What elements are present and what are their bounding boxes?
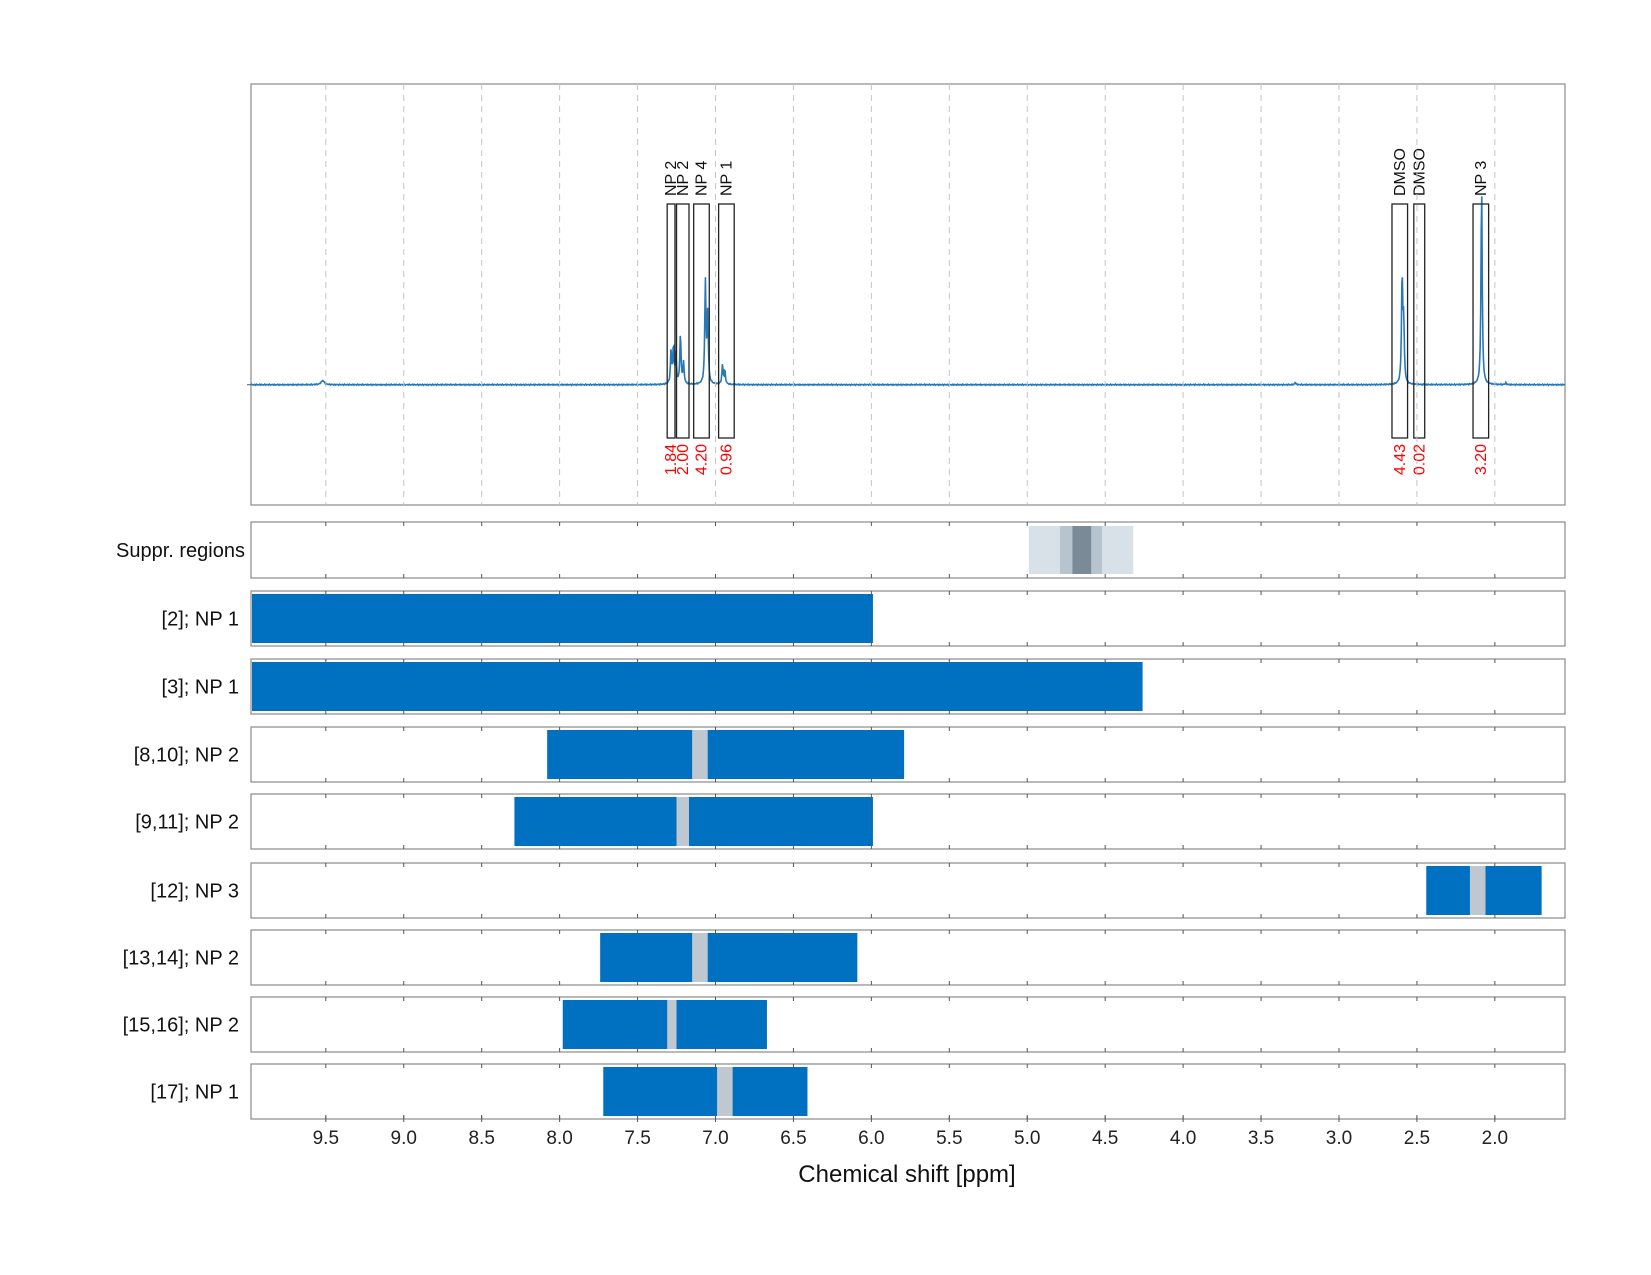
x-tick-label: 4.5 [1092,1128,1118,1149]
x-tick-label: 9.0 [391,1128,417,1149]
suppr-band [1072,526,1092,574]
peak-box [675,203,690,439]
x-tick-label: 4.0 [1170,1128,1196,1149]
region-row: [3]; NP 1 [162,658,1566,715]
region-row: [15,16]; NP 2 [123,996,1566,1053]
suppr-label: Suppr. regions [116,540,245,562]
row-label: [12]; NP 3 [150,881,239,903]
region-gap [667,1000,677,1049]
row-frame [250,726,1566,783]
x-tick-label: 3.0 [1326,1128,1352,1149]
spectrum-panel: NP 2 1.84 NP 2 2.00 NP 4 4.20 NP 1 0.96 DMSO 4.43… [247,83,1566,506]
region-bar [600,933,858,982]
peak-box [1472,203,1490,439]
x-tick-label: 5.5 [936,1128,962,1149]
region-row: [2]; NP 1 [162,590,1566,647]
spectrum-line [250,196,1566,387]
row-frame [250,1063,1566,1120]
integral-label: 4.20 [693,444,710,475]
row-label: [2]; NP 1 [162,609,239,631]
peak-label: DMSO [1411,148,1428,196]
suppression-panel: Suppr. regions [116,521,1566,579]
row-frame [250,793,1566,850]
integral-label: 3.20 [1473,444,1490,475]
row-frame [250,862,1566,919]
region-bar [252,594,873,643]
peak-box [666,203,676,439]
peak-label: NP 3 [1473,161,1490,196]
peak-label: DMSO [1392,148,1409,196]
region-bar [562,1000,767,1049]
x-tick-label: 2.0 [1482,1128,1508,1149]
x-tick-label: 8.0 [546,1128,572,1149]
row-label: [8,10]; NP 2 [134,745,239,767]
row-label: [9,11]; NP 2 [135,812,239,834]
peak-box [717,203,735,439]
peak-label: NP 1 [718,161,735,196]
x-tick-label: 5.0 [1014,1128,1040,1149]
peak-label: NP 4 [693,161,710,196]
region-row: [9,11]; NP 2 [135,793,1566,850]
region-row: [8,10]; NP 2 [134,726,1566,783]
grid-lines [325,84,1496,505]
region-bar [547,730,905,779]
peak-box [1391,203,1409,439]
region-bar [252,662,1143,711]
x-tick-label: 8.5 [468,1128,494,1149]
x-tick-label: 3.5 [1248,1128,1274,1149]
region-gap [692,933,708,982]
region-row: [17]; NP 1 [150,1063,1566,1120]
region-bar [603,1067,808,1116]
region-gap [717,1067,733,1116]
peak-box [1413,203,1426,439]
row-frame [250,929,1566,986]
spectrum-frame [250,83,1566,506]
x-tick-label: 2.5 [1404,1128,1430,1149]
suppr-frame [250,521,1566,579]
x-tick-label: 6.0 [858,1128,884,1149]
row-label: [13,14]; NP 2 [123,948,239,970]
integral-label: 1.84 [663,444,680,475]
x-tick-label: 9.5 [313,1128,339,1149]
integral-label: 4.43 [1392,444,1409,475]
region-gap [676,797,689,846]
row-label: [3]; NP 1 [162,677,239,699]
x-axis-title: Chemical shift [ppm] [798,1161,1015,1188]
integral-label: 0.02 [1411,444,1428,475]
integral-label: 2.00 [675,444,692,475]
x-tick-label: 6.5 [780,1128,806,1149]
x-axis: 9.5 9.0 8.5 8.0 7.5 7.0 6.5 6.0 5.5 5.0 4.5 4.0 3.5 3… [313,522,1508,1149]
peak-label: NP 2 [663,161,680,196]
region-rows: [2]; NP 1 [3]; NP 1 [8,10]; NP 2 [9,11]; NP… [123,590,1566,1120]
row-label: [15,16]; NP 2 [123,1015,239,1037]
region-row: [13,14]; NP 2 [123,929,1566,986]
x-tick-label: 7.0 [702,1128,728,1149]
peak-box [693,203,710,439]
integral-label: 0.96 [718,444,735,475]
region-row: [12]; NP 3 [150,862,1566,919]
region-gap [692,730,708,779]
region-bar [514,797,873,846]
peak-label: NP 2 [675,161,692,196]
x-tick-label: 7.5 [624,1128,650,1149]
row-frame [250,996,1566,1053]
row-label: [17]; NP 1 [150,1082,239,1104]
region-gap [1469,866,1486,915]
